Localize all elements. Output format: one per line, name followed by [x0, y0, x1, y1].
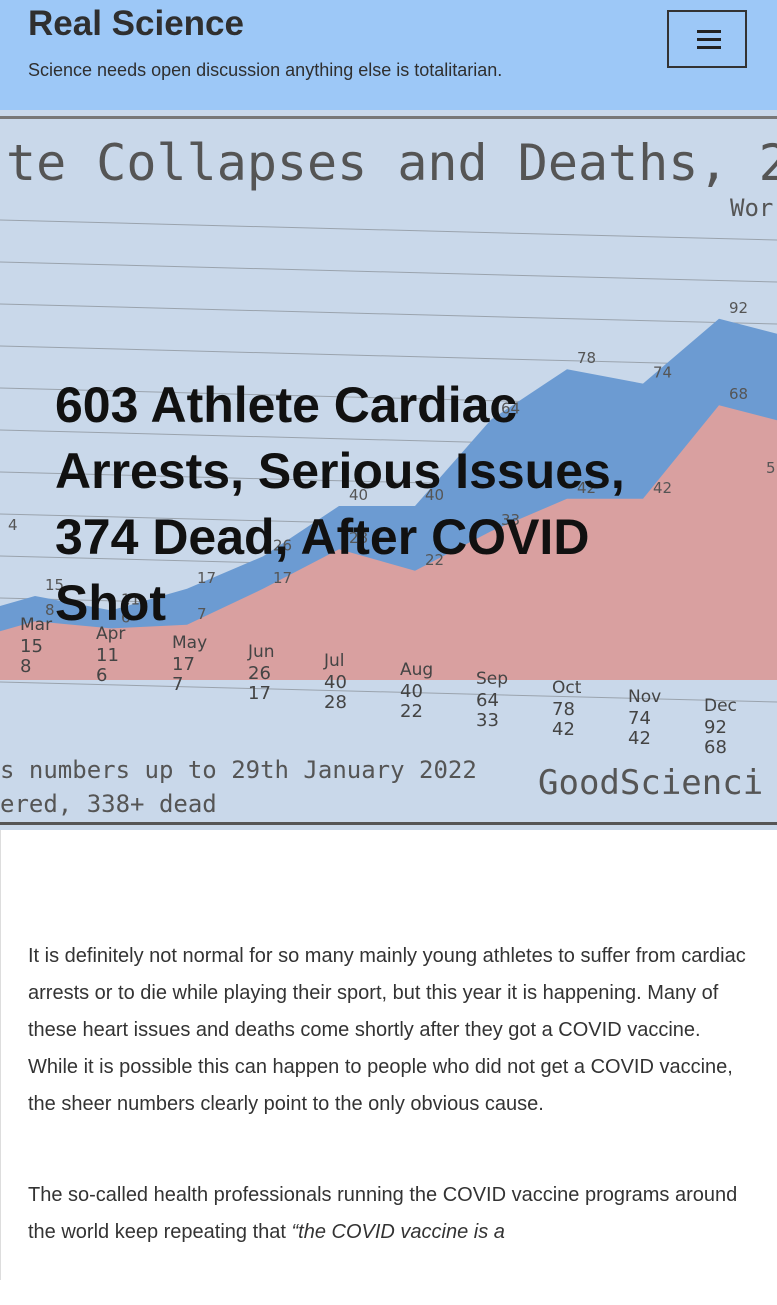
- chart-data-label: 17: [273, 569, 292, 587]
- post-title[interactable]: 603 Athlete Cardiac Arrests, Serious Iss…: [55, 377, 625, 631]
- chart-data-label: 17: [197, 569, 216, 587]
- chart-category-label: May: [172, 633, 207, 653]
- chart-data-label: 22: [425, 551, 444, 569]
- chart-extra-label: 4: [8, 516, 18, 534]
- chart-footer-right: GoodScienci: [538, 763, 763, 803]
- chart-data-label: 92: [729, 299, 748, 317]
- chart-data-label: 15: [45, 576, 64, 594]
- chart-value-label: 6: [96, 665, 107, 686]
- featured-image[interactable]: Mar 15 8 Apr 11 6 May 17 7 Jun 26 17 Jul 40 28 Aug 40 22 S…: [0, 110, 777, 830]
- chart-data-label: 11: [121, 590, 140, 608]
- chart-value-label: 22: [400, 701, 423, 722]
- chart-image: Mar158Apr116May177Jun2617Jul4028Aug4022S…: [0, 110, 777, 830]
- site-header: Real Science Science needs open discussi…: [0, 0, 777, 110]
- chart-value-label: 42: [552, 719, 575, 740]
- chart-data-label: 40: [349, 486, 368, 504]
- chart-category-label: Oct: [552, 678, 582, 698]
- chart-data-label: 8: [45, 601, 55, 619]
- content-border: [0, 830, 1, 1280]
- chart-category-label: Sep: [476, 669, 508, 689]
- chart-value-label: 68: [704, 737, 727, 758]
- chart-category-label: Dec: [704, 696, 737, 716]
- chart-category-label: Aug: [400, 660, 433, 680]
- chart-value-label: 64: [476, 690, 499, 711]
- chart-title-text: te Collapses and Deaths, 2021: [6, 134, 777, 192]
- chart-footer-left-1: s numbers up to 29th January 2022: [0, 756, 477, 784]
- chart-value-label: 40: [324, 672, 347, 693]
- chart-data-label: 33: [501, 511, 520, 529]
- chart-gridline: [0, 219, 777, 241]
- menu-icon-line: [697, 46, 721, 49]
- chart-category-label: Apr: [96, 624, 125, 644]
- chart-corner-label: Wor: [730, 194, 773, 222]
- chart-value-label: 11: [96, 645, 119, 666]
- chart-gridline: [0, 681, 777, 703]
- chart-value-label: 33: [476, 710, 499, 731]
- chart-gridline: [0, 303, 777, 325]
- article-paragraph: The so-called health professionals runni…: [28, 1177, 750, 1251]
- chart-value-label: 40: [400, 681, 423, 702]
- chart-data-label: 6: [121, 608, 131, 626]
- chart-value-label: 92: [704, 717, 727, 738]
- chart-value-label: 15: [20, 636, 43, 657]
- chart-value-label: 17: [172, 654, 195, 675]
- chart-value-label: 26: [248, 663, 271, 684]
- chart-data-label: 40: [425, 486, 444, 504]
- paragraph-text: The so-called health professionals runni…: [28, 1184, 738, 1243]
- article-body: It is definitely not normal for so many …: [28, 938, 750, 1305]
- chart-gridline: [0, 261, 777, 283]
- chart-value-label: 8: [20, 656, 31, 677]
- chart-value-label: 28: [324, 692, 347, 713]
- chart-value-label: 78: [552, 699, 575, 720]
- chart-category-label: Jul: [323, 651, 345, 671]
- chart-value-label: 74: [628, 708, 651, 729]
- chart-data-label: 78: [577, 349, 596, 367]
- chart-data-label: 28: [349, 529, 368, 547]
- chart-value-label: 7: [172, 674, 183, 695]
- chart-data-label: 26: [273, 536, 292, 554]
- menu-icon-line: [697, 30, 721, 33]
- chart-data-label: 68: [729, 385, 748, 403]
- chart-data-label: 74: [653, 364, 672, 382]
- chart-data-label: 64: [501, 400, 520, 418]
- chart-category-label: Mar: [20, 615, 52, 635]
- site-tagline: Science needs open discussion anything e…: [28, 60, 503, 80]
- chart-gridline: [0, 345, 777, 367]
- hamburger-menu-button[interactable]: [667, 10, 747, 68]
- chart-category-label: Jun: [247, 642, 275, 662]
- chart-data-label: 42: [577, 479, 596, 497]
- chart-data-label: 42: [653, 479, 672, 497]
- chart-category-label: Nov: [628, 687, 661, 707]
- chart-series-area-2: [0, 405, 777, 680]
- menu-icon-line: [697, 38, 721, 41]
- chart-extra-label: 5: [766, 459, 776, 477]
- chart-footer-left-2: ered, 338+ dead: [0, 790, 217, 818]
- chart-value-label: 17: [248, 683, 271, 704]
- site-title[interactable]: Real Science: [28, 4, 244, 43]
- chart-data-label: 7: [197, 605, 207, 623]
- paragraph-quote: “the COVID vaccine is a: [291, 1221, 505, 1243]
- article-paragraph: It is definitely not normal for so many …: [28, 945, 746, 1115]
- chart-value-label: 42: [628, 728, 651, 749]
